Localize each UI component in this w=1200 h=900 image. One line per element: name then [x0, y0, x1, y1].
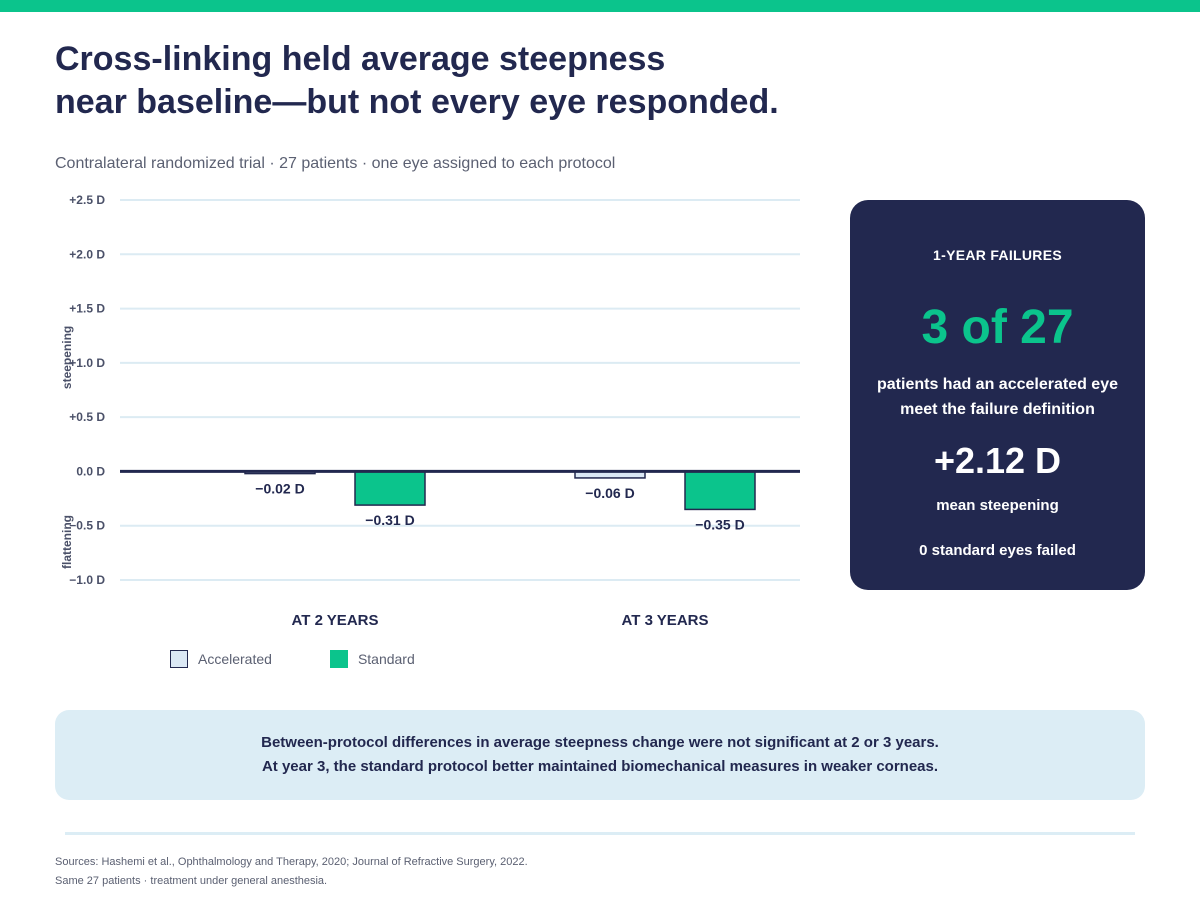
- y-tick-label: +2.5 D: [69, 193, 105, 207]
- note-line-1: Between-protocol differences in average …: [261, 734, 939, 751]
- bar-value-label: −0.31 D: [365, 512, 414, 528]
- chart-legend: Accelerated Standard: [170, 650, 473, 668]
- sources-line-2: Same 27 patients · treatment under gener…: [55, 875, 328, 887]
- bar-standard-1: [354, 470, 426, 506]
- legend-swatch-accelerated: [170, 650, 188, 668]
- legend-label-standard: Standard: [357, 651, 415, 667]
- y-direction-label-steepening: steepening: [60, 326, 74, 389]
- y-tick-label: −0.5 D: [69, 519, 105, 533]
- x-category-label: AT 3 YEARS: [622, 612, 709, 629]
- note-line-2: At year 3, the standard protocol better …: [261, 758, 939, 775]
- legend-swatch-standard: [329, 650, 348, 668]
- legend-label-accelerated: Accelerated: [198, 651, 272, 667]
- callout-description: patients had an accelerated eye meet the…: [877, 376, 1118, 418]
- footer-divider: [65, 832, 1135, 835]
- sources-line-1: Sources: Hashemi et al., Ophthalmology a…: [55, 856, 528, 868]
- callout-standard-failures: 0 standard eyes failed: [919, 542, 1076, 559]
- summary-note-box: Between-protocol differences in average …: [55, 710, 1145, 800]
- bar-chart: +2.5 D +2.0 D +1.5 D +1.0 D +0.5 D 0.0 D −0.5 …: [60, 193, 800, 629]
- y-tick-label: −1.0 D: [69, 573, 105, 587]
- x-category-label: AT 2 YEARS: [292, 612, 379, 629]
- top-accent-bar: [0, 0, 1200, 12]
- title-line-1: Cross-linking held average steepness: [55, 40, 666, 78]
- y-tick-label: 0.0 D: [76, 464, 105, 478]
- bar-standard-2: [684, 470, 756, 511]
- y-direction-label-flattening: flattening: [60, 515, 74, 569]
- bar-value-label: −0.35 D: [695, 516, 744, 532]
- bar-value-label: −0.02 D: [255, 481, 304, 497]
- y-tick-label: +2.0 D: [69, 247, 105, 261]
- page-title: Cross-linking held average steepness nea…: [55, 38, 955, 124]
- y-tick-label: +1.5 D: [69, 302, 105, 316]
- callout-big-value: 3 of 27: [921, 301, 1074, 354]
- failures-callout-card: 1-YEAR FAILURES 3 of 27 patients had an …: [850, 200, 1145, 590]
- bar-value-label: −0.06 D: [585, 485, 634, 501]
- legend-item-standard: Standard: [329, 650, 415, 668]
- callout-heading: 1-YEAR FAILURES: [933, 247, 1062, 263]
- legend-item-accelerated: Accelerated: [170, 650, 272, 668]
- callout-mean-value: +2.12 D: [933, 440, 1062, 481]
- y-tick-label: +1.0 D: [69, 356, 105, 370]
- y-tick-label: +0.5 D: [69, 410, 105, 424]
- chart-subtitle: Contralateral randomized trial · 27 pati…: [55, 155, 616, 172]
- title-line-2: near baseline—but not every eye responde…: [55, 83, 779, 121]
- sources-footer: Sources: Hashemi et al., Ophthalmology a…: [55, 853, 528, 891]
- callout-mean-label: mean steepening: [936, 497, 1059, 514]
